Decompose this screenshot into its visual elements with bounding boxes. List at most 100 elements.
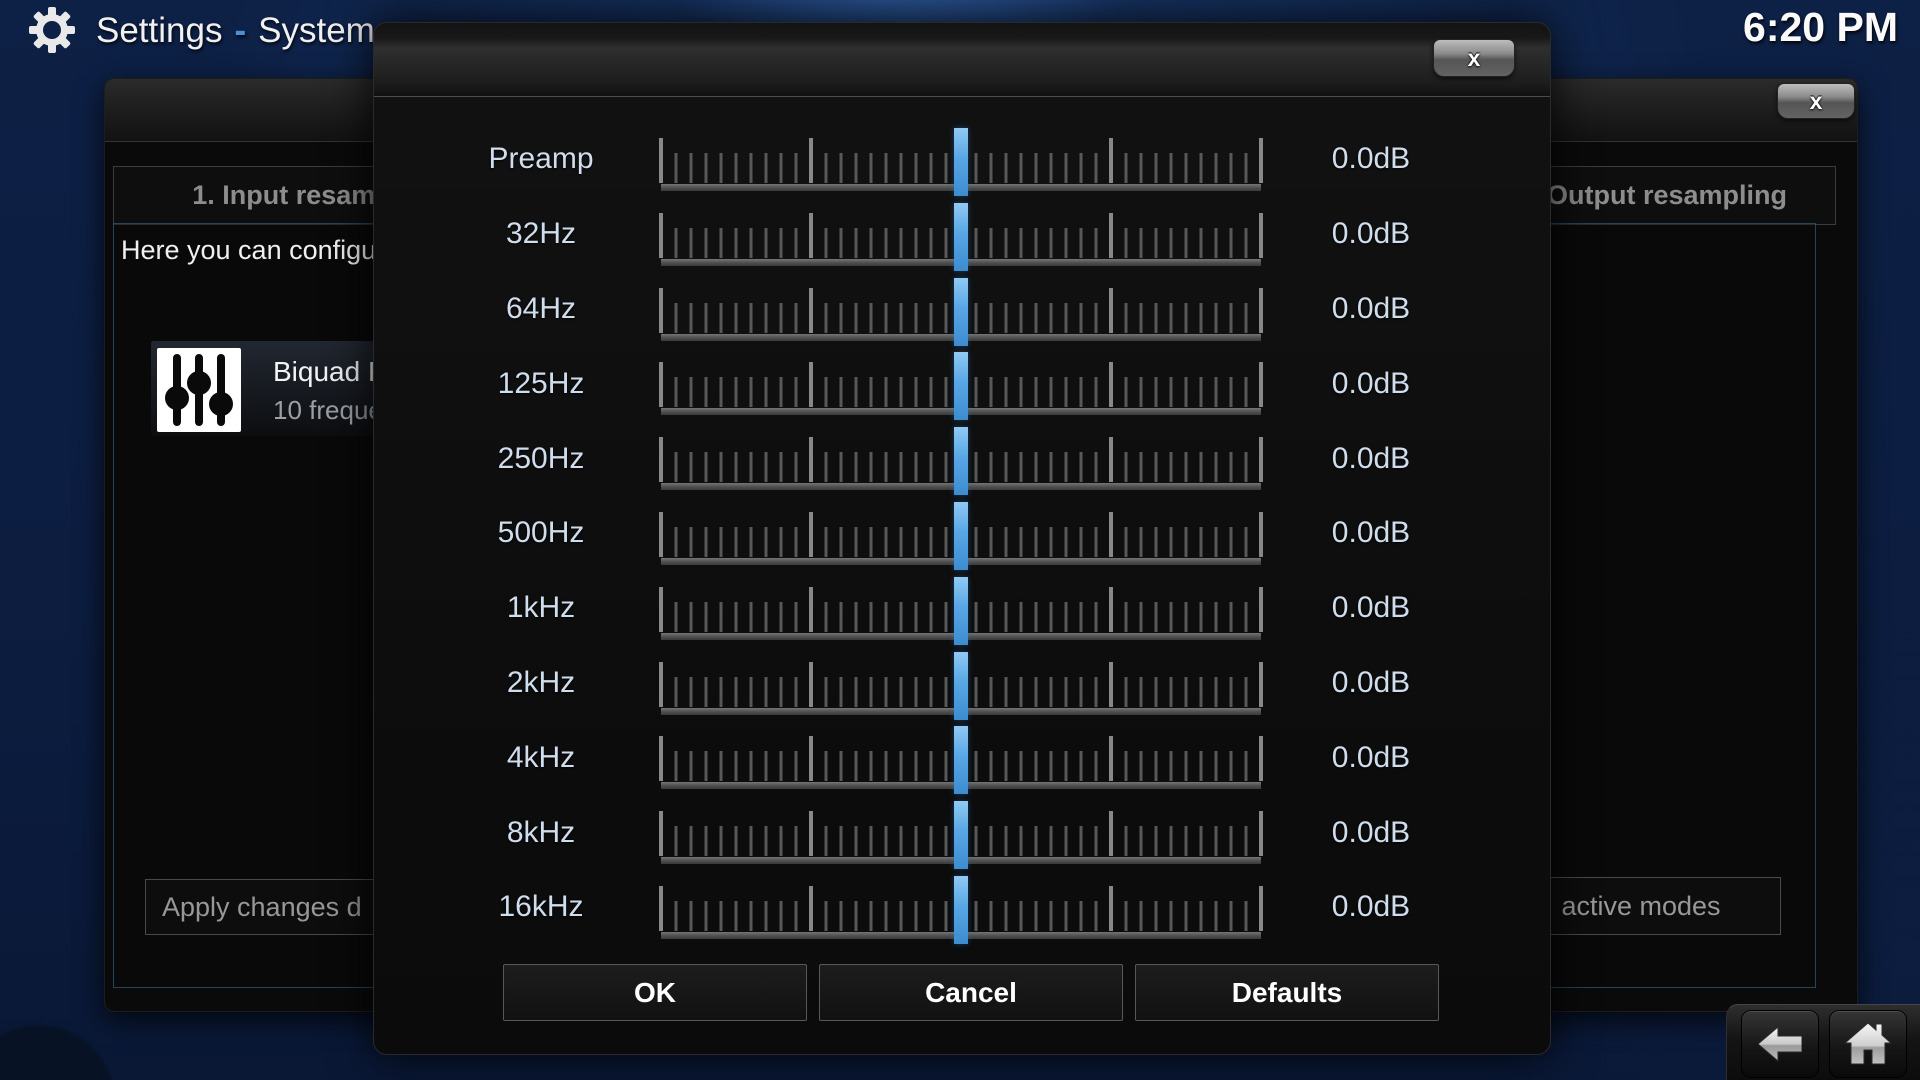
tick-mark xyxy=(1109,287,1113,333)
tick-mark xyxy=(1169,153,1173,183)
tick-mark xyxy=(824,227,828,258)
tick-mark xyxy=(839,302,843,333)
tick-mark xyxy=(1109,885,1113,931)
tick-mark xyxy=(929,826,933,857)
band-slider[interactable] xyxy=(659,496,1263,571)
slider-handle[interactable] xyxy=(954,352,968,421)
slider-list: Preamp 0.0dB 32Hz 0.0dB 64Hz 0.0dB 125Hz xyxy=(421,122,1503,945)
home-icon xyxy=(1845,1023,1891,1065)
tick-mark xyxy=(1079,601,1083,632)
band-slider[interactable] xyxy=(659,122,1263,197)
tick-mark xyxy=(719,601,723,632)
close-x-icon: x xyxy=(1467,44,1481,71)
tick-mark xyxy=(1124,452,1128,483)
slider-handle[interactable] xyxy=(954,501,968,570)
back-button[interactable] xyxy=(1741,1010,1819,1078)
band-slider[interactable] xyxy=(659,346,1263,421)
tick-mark xyxy=(1259,437,1263,483)
tick-mark xyxy=(1034,153,1038,183)
tick-mark xyxy=(1229,227,1233,258)
tick-mark xyxy=(704,452,708,483)
tick-mark xyxy=(689,826,693,857)
tick-mark xyxy=(1259,212,1263,258)
slider-handle[interactable] xyxy=(954,427,968,496)
band-slider[interactable] xyxy=(659,646,1263,721)
tick-mark xyxy=(899,452,903,483)
slider-handle[interactable] xyxy=(954,277,968,346)
tick-mark xyxy=(734,153,738,183)
tick-mark xyxy=(659,212,663,258)
slider-handle[interactable] xyxy=(954,202,968,271)
tick-mark xyxy=(1034,526,1038,557)
tick-mark xyxy=(1199,751,1203,782)
band-slider[interactable] xyxy=(659,795,1263,870)
band-slider[interactable] xyxy=(659,197,1263,272)
band-label: Preamp xyxy=(488,142,594,176)
tick-mark xyxy=(944,153,948,183)
tick-mark xyxy=(1019,153,1023,183)
dialog-button[interactable]: OK xyxy=(503,964,807,1021)
tick-mark xyxy=(1064,227,1068,258)
tick-mark xyxy=(794,302,798,333)
tick-mark xyxy=(1154,601,1158,632)
tick-mark xyxy=(1184,377,1188,408)
tick-mark xyxy=(854,227,858,258)
section-title: System xyxy=(258,11,375,50)
tick-mark xyxy=(1199,676,1203,707)
tick-mark xyxy=(1244,676,1248,707)
tick-mark xyxy=(809,362,813,408)
tick-mark xyxy=(659,287,663,333)
tick-mark xyxy=(1049,826,1053,857)
tick-mark xyxy=(1244,900,1248,931)
dialog-button[interactable]: Cancel xyxy=(819,964,1123,1021)
slider-handle[interactable] xyxy=(954,726,968,795)
tick-mark xyxy=(854,676,858,707)
equalizer-band-row: 8kHz 0.0dB xyxy=(421,795,1503,870)
slider-handle[interactable] xyxy=(954,128,968,196)
tick-mark xyxy=(929,302,933,333)
dialog-button[interactable]: Defaults xyxy=(1135,964,1439,1021)
tick-mark xyxy=(1169,227,1173,258)
slider-handle[interactable] xyxy=(954,576,968,645)
tick-mark xyxy=(854,826,858,857)
home-button[interactable] xyxy=(1829,1010,1907,1078)
tick-mark xyxy=(809,437,813,483)
tick-mark xyxy=(1064,153,1068,183)
tick-mark xyxy=(674,452,678,483)
window-close-button[interactable]: x xyxy=(1777,83,1855,119)
tick-mark xyxy=(719,452,723,483)
tick-mark xyxy=(764,377,768,408)
tick-mark xyxy=(1019,826,1023,857)
band-slider[interactable] xyxy=(659,720,1263,795)
tick-mark xyxy=(1244,452,1248,483)
tick-mark xyxy=(1124,153,1128,183)
tick-mark xyxy=(809,138,813,183)
tick-mark xyxy=(719,302,723,333)
tick-mark xyxy=(734,676,738,707)
tick-mark xyxy=(929,377,933,408)
slider-handle[interactable] xyxy=(954,651,968,720)
slider-handle[interactable] xyxy=(954,875,968,944)
band-slider[interactable] xyxy=(659,571,1263,646)
band-label: 64Hz xyxy=(505,291,577,325)
tick-mark xyxy=(1184,676,1188,707)
band-slider[interactable] xyxy=(659,870,1263,945)
tick-mark xyxy=(1244,153,1248,183)
tick-mark xyxy=(674,153,678,183)
tick-mark xyxy=(1124,302,1128,333)
band-slider[interactable] xyxy=(659,421,1263,496)
slider-handle[interactable] xyxy=(954,801,968,870)
tick-mark xyxy=(989,900,993,931)
band-slider[interactable] xyxy=(659,272,1263,347)
tick-mark xyxy=(1184,153,1188,183)
tick-mark xyxy=(704,826,708,857)
tick-mark xyxy=(1154,227,1158,258)
tick-mark xyxy=(1214,676,1218,707)
tick-mark xyxy=(884,601,888,632)
dialog-close-button[interactable]: x xyxy=(1433,39,1515,77)
tick-mark xyxy=(929,452,933,483)
tick-mark xyxy=(839,227,843,258)
tick-mark xyxy=(1049,153,1053,183)
tick-mark xyxy=(704,601,708,632)
tick-mark xyxy=(1184,826,1188,857)
